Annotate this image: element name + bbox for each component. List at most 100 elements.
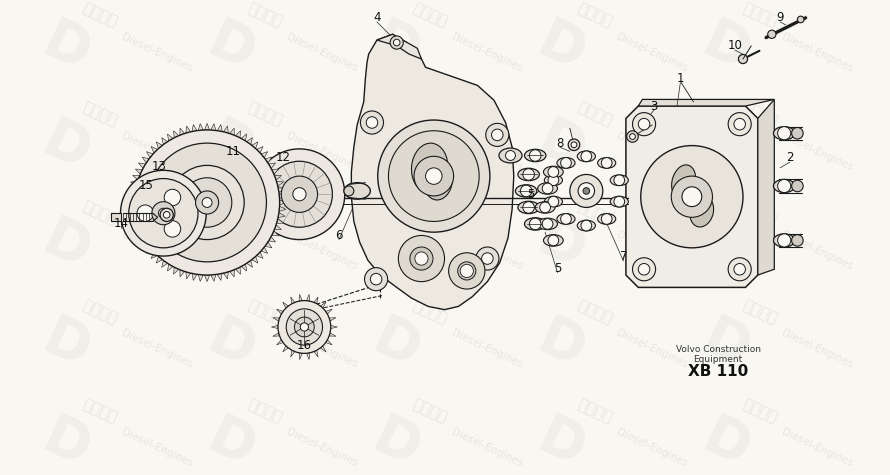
Polygon shape xyxy=(151,146,158,153)
Text: D: D xyxy=(530,311,594,380)
Circle shape xyxy=(158,208,168,218)
Text: D: D xyxy=(199,14,264,83)
Polygon shape xyxy=(129,188,136,192)
Ellipse shape xyxy=(578,151,595,162)
Text: Diesel-Engines: Diesel-Engines xyxy=(450,328,524,370)
Circle shape xyxy=(641,146,743,248)
Polygon shape xyxy=(279,200,287,205)
Text: 1: 1 xyxy=(676,72,684,86)
Circle shape xyxy=(278,301,331,353)
Text: 紧发动力: 紧发动力 xyxy=(245,397,285,426)
Ellipse shape xyxy=(535,202,555,213)
Circle shape xyxy=(281,176,318,212)
Circle shape xyxy=(633,258,656,281)
Polygon shape xyxy=(230,128,234,135)
Text: Diesel-Engines: Diesel-Engines xyxy=(450,31,524,73)
Circle shape xyxy=(457,262,476,280)
Ellipse shape xyxy=(538,183,557,194)
Text: Diesel-Engines: Diesel-Engines xyxy=(615,328,690,370)
Text: 紧发动力: 紧发动力 xyxy=(80,1,119,30)
Circle shape xyxy=(734,118,746,130)
Circle shape xyxy=(671,176,713,218)
Polygon shape xyxy=(157,142,162,149)
Polygon shape xyxy=(279,206,286,211)
Polygon shape xyxy=(314,350,318,357)
Ellipse shape xyxy=(544,166,563,178)
Text: 7: 7 xyxy=(619,250,627,264)
Polygon shape xyxy=(186,126,190,133)
Circle shape xyxy=(165,189,181,206)
Ellipse shape xyxy=(557,214,575,224)
Polygon shape xyxy=(151,252,158,258)
Ellipse shape xyxy=(538,218,557,230)
Polygon shape xyxy=(272,318,279,321)
Circle shape xyxy=(568,139,579,151)
Circle shape xyxy=(578,183,595,199)
Circle shape xyxy=(638,264,650,275)
Text: D: D xyxy=(35,212,99,280)
Circle shape xyxy=(581,151,592,162)
Text: Diesel-Engines: Diesel-Engines xyxy=(286,31,360,73)
Polygon shape xyxy=(167,264,173,271)
Polygon shape xyxy=(186,272,190,279)
Polygon shape xyxy=(247,260,253,267)
Polygon shape xyxy=(278,188,285,192)
Circle shape xyxy=(614,175,625,186)
Polygon shape xyxy=(129,213,136,218)
Polygon shape xyxy=(230,270,234,277)
Polygon shape xyxy=(757,99,774,275)
Polygon shape xyxy=(265,242,272,248)
Circle shape xyxy=(583,188,590,194)
Text: Diesel-Engines: Diesel-Engines xyxy=(450,131,524,172)
Circle shape xyxy=(627,131,638,142)
Polygon shape xyxy=(162,138,167,144)
Ellipse shape xyxy=(411,143,448,192)
Text: D: D xyxy=(35,410,99,475)
Circle shape xyxy=(370,274,382,285)
Text: D: D xyxy=(364,410,429,475)
Text: Diesel-Engines: Diesel-Engines xyxy=(450,428,524,469)
Polygon shape xyxy=(331,325,337,329)
Circle shape xyxy=(571,142,577,148)
Circle shape xyxy=(254,149,344,239)
Text: D: D xyxy=(199,113,264,181)
Polygon shape xyxy=(133,225,140,229)
Circle shape xyxy=(414,156,454,196)
Circle shape xyxy=(542,218,553,229)
Text: Diesel-Engines: Diesel-Engines xyxy=(286,229,360,271)
Text: Diesel-Engines: Diesel-Engines xyxy=(780,31,854,73)
Text: Diesel-Engines: Diesel-Engines xyxy=(286,428,360,469)
Circle shape xyxy=(602,158,612,168)
Circle shape xyxy=(449,253,485,289)
Circle shape xyxy=(548,235,559,246)
Text: 紧发动力: 紧发动力 xyxy=(575,199,614,228)
Polygon shape xyxy=(283,346,288,352)
Polygon shape xyxy=(269,163,276,169)
Text: Diesel-Engines: Diesel-Engines xyxy=(615,229,690,271)
Circle shape xyxy=(160,208,174,221)
Circle shape xyxy=(120,171,206,256)
Polygon shape xyxy=(162,260,167,267)
Polygon shape xyxy=(205,124,210,130)
Circle shape xyxy=(129,179,198,248)
Text: D: D xyxy=(199,410,264,475)
Text: D: D xyxy=(694,113,759,181)
Circle shape xyxy=(486,124,509,146)
Text: Diesel-Engines: Diesel-Engines xyxy=(615,31,690,73)
Circle shape xyxy=(506,151,515,161)
Circle shape xyxy=(196,191,219,214)
Text: D: D xyxy=(530,212,594,280)
Text: D: D xyxy=(694,311,759,380)
Text: 紧发动力: 紧发动力 xyxy=(410,298,449,327)
Polygon shape xyxy=(291,350,295,357)
Polygon shape xyxy=(174,131,179,138)
Polygon shape xyxy=(278,213,285,218)
Polygon shape xyxy=(111,213,121,221)
Circle shape xyxy=(561,214,571,224)
Polygon shape xyxy=(279,194,286,199)
Polygon shape xyxy=(299,294,303,301)
Text: Diesel-Engines: Diesel-Engines xyxy=(780,428,854,469)
Ellipse shape xyxy=(611,175,628,186)
Text: 16: 16 xyxy=(297,339,311,352)
Text: 紧发动力: 紧发动力 xyxy=(245,298,285,327)
